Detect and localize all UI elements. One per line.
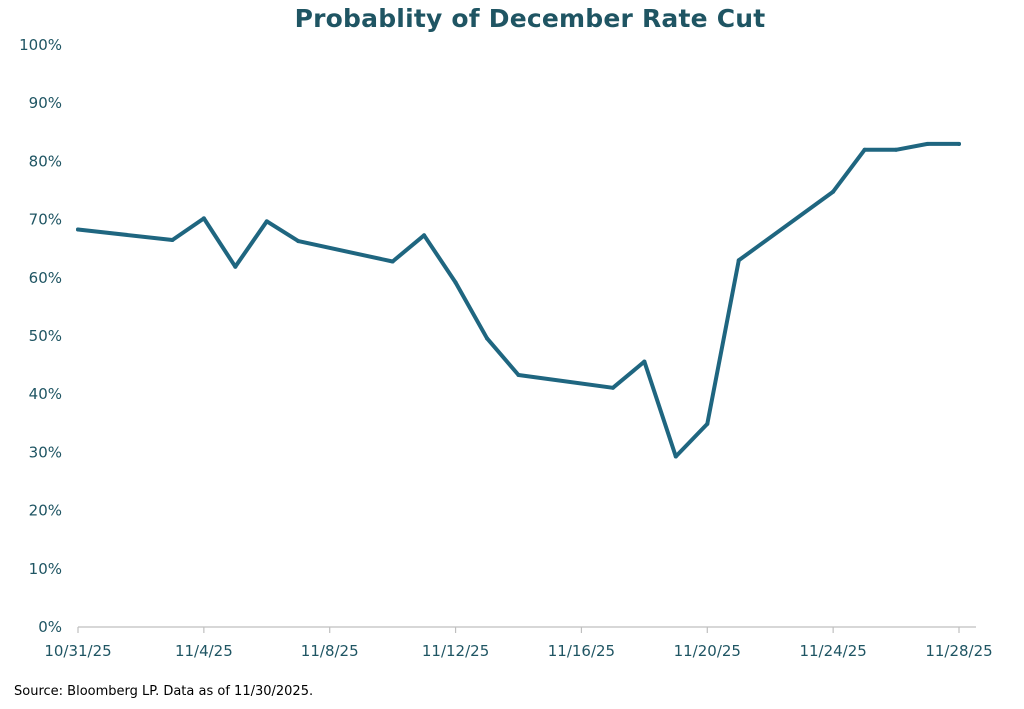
y-tick-label: 70% [29, 211, 62, 229]
data-point [453, 280, 458, 285]
x-axis: 10/31/25 11/4/25 11/8/25 11/12/25 11/16/25 11… [44, 626, 993, 660]
y-axis-ticks: 0% 10% 20% 30% 40% 50% 60% 70% 80% 90% 100% [19, 36, 62, 636]
x-tick-label: 11/20/25 [674, 642, 741, 660]
data-point [516, 372, 521, 377]
y-tick-label: 0% [38, 618, 62, 636]
data-point [233, 264, 238, 269]
x-tick-label: 11/12/25 [422, 642, 489, 660]
x-tick-label: 10/31/25 [44, 642, 111, 660]
data-point [862, 147, 867, 152]
data-point [201, 216, 206, 221]
y-tick-label: 90% [29, 94, 62, 112]
series-layer [76, 141, 961, 459]
x-tick-label: 11/28/25 [925, 642, 992, 660]
data-point [673, 454, 678, 459]
y-tick-label: 80% [29, 152, 62, 170]
source-note: Source: Bloomberg LP. Data as of 11/30/2… [14, 684, 314, 699]
data-point [642, 359, 647, 364]
x-tick-label: 11/4/25 [175, 642, 233, 660]
y-tick-label: 40% [29, 385, 62, 403]
data-point [736, 258, 741, 263]
y-tick-label: 20% [29, 502, 62, 520]
y-tick-label: 50% [29, 327, 62, 345]
data-point [296, 239, 301, 244]
data-point [831, 189, 836, 194]
data-point [957, 141, 961, 146]
data-point [925, 141, 930, 146]
x-tick-label: 11/8/25 [301, 642, 359, 660]
line-chart: 0% 10% 20% 30% 40% 50% 60% 70% 80% 90% 100% 10/31/… [19, 36, 993, 660]
y-tick-label: 10% [29, 560, 62, 578]
y-tick-label: 30% [29, 443, 62, 461]
data-point [422, 233, 427, 238]
data-point [894, 147, 899, 152]
y-tick-label: 100% [19, 36, 62, 54]
data-point [170, 237, 175, 242]
data-point [264, 219, 269, 224]
series-line [76, 141, 961, 459]
data-point [610, 385, 615, 390]
data-point [76, 227, 80, 232]
x-tick-label: 11/16/25 [548, 642, 615, 660]
data-point [705, 421, 710, 426]
data-point [485, 336, 490, 341]
data-point [390, 259, 395, 264]
x-tick-label: 11/24/25 [799, 642, 866, 660]
y-tick-label: 60% [29, 269, 62, 287]
chart-title: Probablity of December Rate Cut [294, 4, 766, 33]
